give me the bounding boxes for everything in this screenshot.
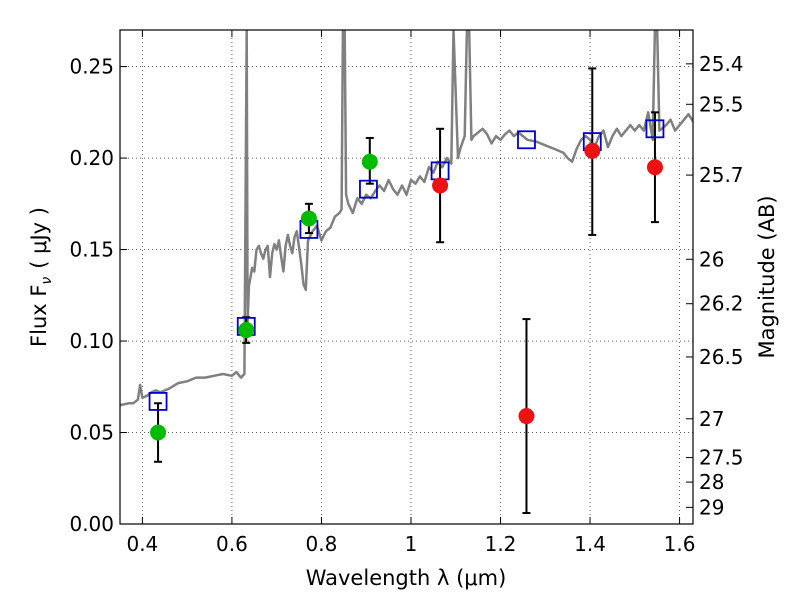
right-axis-label: Magnitude (AB) bbox=[755, 195, 779, 358]
observed-green-point bbox=[300, 210, 317, 227]
observed-red-point bbox=[584, 142, 601, 159]
y-axis-label: Flux Fν ( μJy ) bbox=[27, 207, 55, 347]
right-tick-label: 25.4 bbox=[699, 52, 744, 76]
right-tick-label: 25.7 bbox=[699, 163, 744, 187]
right-tick-label: 27.5 bbox=[699, 446, 744, 470]
model-photometry-square bbox=[645, 119, 665, 139]
y-tick-label: 0.05 bbox=[69, 421, 114, 445]
y-axis-label-subscript: ν bbox=[39, 277, 55, 285]
model-photometry-layer bbox=[148, 119, 665, 411]
y-axis-label-group: Flux Fν ( μJy ) bbox=[27, 207, 55, 347]
model-photometry-square bbox=[148, 392, 168, 411]
model-spectrum-line bbox=[120, 30, 693, 407]
y-axis-label-unit: ( μJy ) bbox=[27, 207, 51, 269]
x-tick-label: 0.8 bbox=[306, 532, 338, 556]
observed-red-point bbox=[432, 177, 449, 194]
x-tick-label: 1 bbox=[405, 532, 418, 556]
right-tick-label: 29 bbox=[699, 495, 724, 519]
observed-green-point bbox=[150, 424, 167, 441]
right-tick-label: 26.5 bbox=[699, 345, 744, 369]
model-photometry-square bbox=[517, 130, 536, 150]
observed-red-point bbox=[518, 408, 535, 425]
plot-frame bbox=[119, 29, 694, 525]
y-tick-label: 0.10 bbox=[69, 329, 114, 353]
grid bbox=[120, 30, 693, 525]
y-tick-label: 0.00 bbox=[69, 512, 114, 536]
axis-ticks: 0.4 0.6 0.8 1 1.2 1.4 1.6 0.00 0.05 0.10 0.15 0.20 0… bbox=[69, 30, 744, 556]
x-axis-label: Wavelength λ (μm) bbox=[306, 566, 507, 590]
right-tick-label: 26.2 bbox=[699, 292, 744, 316]
observed-green-point bbox=[361, 153, 378, 170]
right-tick-label: 28 bbox=[699, 470, 724, 494]
y-axis-label-text: Flux F bbox=[27, 285, 51, 347]
observed-red-point bbox=[646, 159, 663, 176]
x-tick-label: 0.4 bbox=[126, 532, 158, 556]
model-spectrum-layer bbox=[120, 30, 693, 407]
model-photometry-square bbox=[359, 179, 378, 199]
right-tick-label: 26 bbox=[699, 247, 724, 271]
y-tick-label: 0.25 bbox=[69, 55, 114, 79]
y-tick-label: 0.15 bbox=[69, 238, 114, 262]
observed-points-layer bbox=[150, 142, 663, 441]
right-tick-label: 25.5 bbox=[699, 92, 744, 116]
right-tick-label: 27 bbox=[699, 407, 724, 431]
x-tick-label: 0.6 bbox=[216, 532, 248, 556]
x-tick-label: 1.6 bbox=[664, 532, 696, 556]
x-tick-label: 1.2 bbox=[485, 532, 517, 556]
observed-green-point bbox=[238, 322, 255, 339]
x-tick-label: 1.4 bbox=[574, 532, 606, 556]
y-tick-label: 0.20 bbox=[69, 146, 114, 170]
